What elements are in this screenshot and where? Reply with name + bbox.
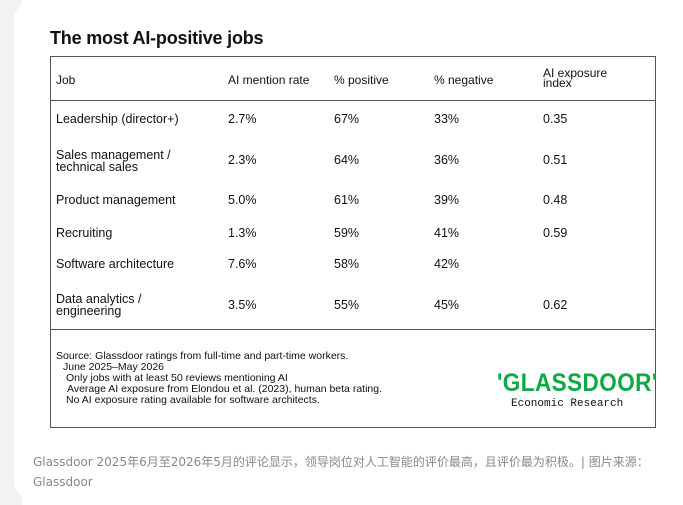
data-table: Job AI mention rate % positive % negativ…	[50, 56, 658, 428]
cell-negative: 45%	[434, 298, 460, 312]
cell-negative: 36%	[434, 153, 460, 167]
image-caption: Glassdoor 2025年6月至2026年5月的评论显示，领导岗位对人工智能…	[33, 455, 649, 489]
header-mention-rate: AI mention rate	[228, 73, 310, 87]
cell-job: Recruiting	[56, 226, 113, 240]
cell-job: Data analytics / engineering	[56, 292, 142, 318]
header-negative: % negative	[434, 73, 494, 87]
source-line: Only jobs with at least 50 reviews menti…	[66, 372, 288, 384]
figure: The most AI-positive jobs Job AI mention…	[40, 22, 660, 428]
cell-mention-rate: 2.3%	[228, 153, 257, 167]
cell-negative: 42%	[434, 257, 460, 271]
cell-negative: 39%	[434, 193, 460, 207]
table-header: Job AI mention rate % positive % negativ…	[51, 57, 655, 101]
cell-mention-rate: 7.6%	[228, 257, 257, 271]
cell-positive: 61%	[334, 193, 360, 207]
cell-mention-rate: 3.5%	[228, 298, 257, 312]
cell-positive: 67%	[334, 112, 360, 126]
cell-positive: 64%	[334, 153, 360, 167]
cell-negative: 41%	[434, 226, 460, 240]
glassdoor-wordmark: 'GLASSDOOR'	[497, 369, 658, 397]
cell-exposure: 0.35	[543, 112, 568, 126]
cell-mention-rate: 1.3%	[228, 226, 257, 240]
cell-job: Software architecture	[56, 257, 175, 271]
header-exposure-index: AI exposure index	[543, 66, 608, 90]
header-positive: % positive	[334, 73, 389, 87]
cell-mention-rate: 2.7%	[228, 112, 257, 126]
glassdoor-logo: 'GLASSDOOR' Economic Research	[497, 369, 658, 411]
cell-job: Leadership (director+)	[56, 112, 179, 126]
cell-negative: 33%	[434, 112, 460, 126]
cell-mention-rate: 5.0%	[228, 193, 257, 207]
cell-positive: 59%	[334, 226, 360, 240]
cell-job: Sales management / technical sales	[56, 148, 171, 174]
source-line: June 2025–May 2026	[63, 361, 164, 373]
cell-positive: 55%	[334, 298, 360, 312]
source-notes: Source: Glassdoor ratings from full-time…	[56, 351, 382, 406]
cell-exposure: 0.48	[543, 193, 568, 207]
cell-exposure: 0.62	[543, 298, 568, 312]
header-job: Job	[56, 73, 76, 87]
cell-job: Product management	[56, 193, 176, 207]
page-edge-curve	[14, 0, 34, 500]
figure-title: The most AI-positive jobs	[50, 28, 264, 48]
source-line: No AI exposure rating available for soft…	[66, 394, 320, 406]
cell-exposure: 0.51	[543, 153, 568, 167]
cell-positive: 58%	[334, 257, 360, 271]
source-line: Average AI exposure from Elondou et al. …	[67, 383, 382, 395]
logo-subtitle: Economic Research	[511, 398, 624, 410]
source-line: Source: Glassdoor ratings from full-time…	[56, 350, 349, 362]
table-divider	[51, 329, 655, 330]
cell-exposure: 0.59	[543, 226, 568, 240]
